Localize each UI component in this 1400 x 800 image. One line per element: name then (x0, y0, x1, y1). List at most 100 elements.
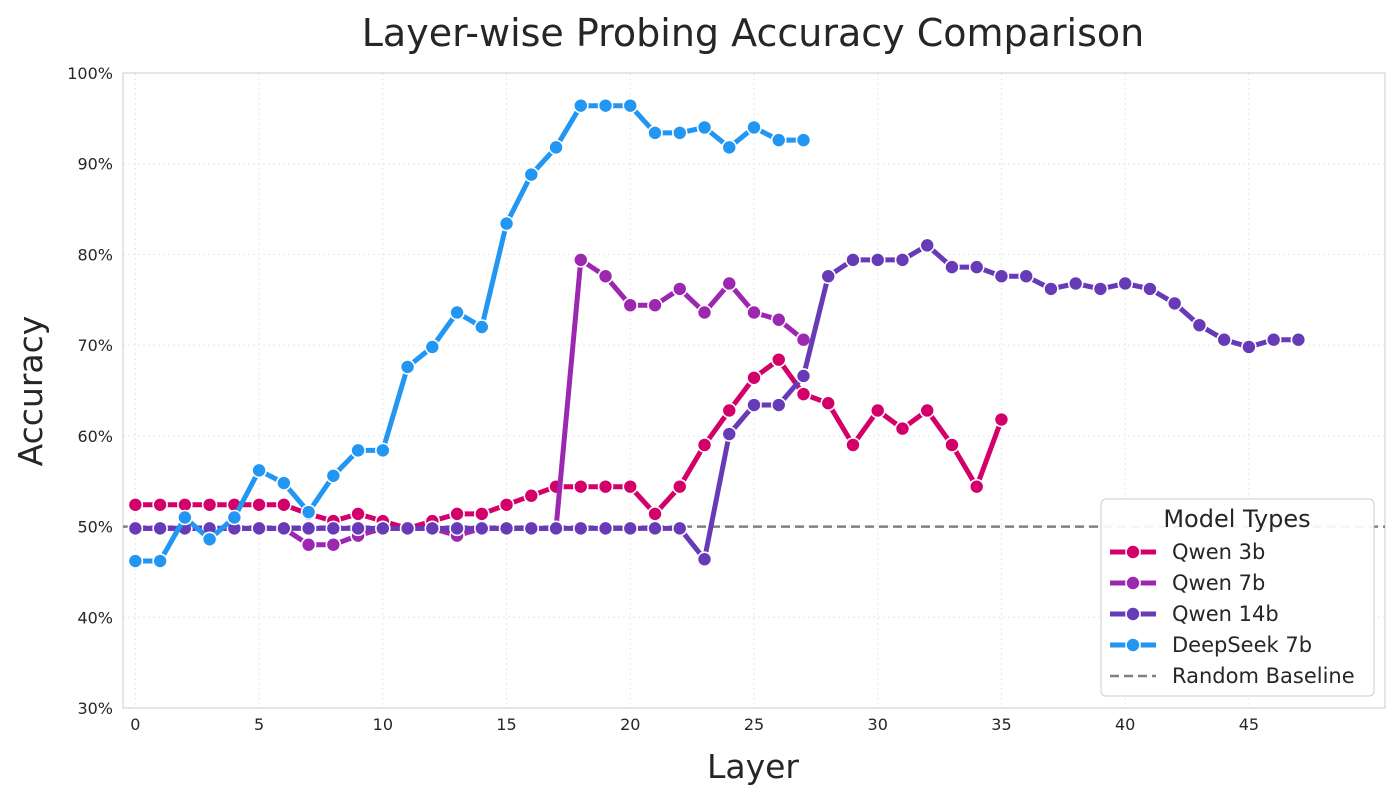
data-point (647, 506, 663, 522)
data-point (1166, 295, 1183, 312)
data-point (375, 520, 391, 537)
data-point (498, 215, 515, 232)
data-point (548, 139, 564, 156)
data-point (152, 520, 168, 537)
data-point (795, 132, 812, 148)
legend-label: Qwen 3b (1172, 540, 1265, 564)
data-point (944, 437, 960, 453)
data-point (770, 397, 787, 413)
data-point (696, 551, 713, 568)
data-point (919, 402, 936, 419)
legend-label: Qwen 7b (1172, 571, 1265, 595)
data-point (350, 442, 366, 459)
x-tick-label: 0 (130, 715, 140, 734)
data-point (770, 311, 787, 328)
data-point (993, 411, 1010, 428)
data-point (300, 536, 317, 553)
legend-label: Random Baseline (1172, 664, 1355, 688)
data-point (474, 520, 490, 537)
data-point (424, 520, 441, 537)
data-point (894, 252, 911, 268)
data-point (325, 467, 342, 484)
data-point (770, 351, 787, 368)
y-tick-label: 90% (77, 155, 113, 174)
data-point (127, 520, 144, 537)
data-point (399, 359, 416, 375)
data-point (1142, 281, 1158, 297)
data-point (1265, 331, 1282, 348)
x-tick-label: 15 (496, 715, 516, 734)
x-tick-label: 35 (991, 715, 1011, 734)
data-point (746, 369, 762, 386)
data-point (251, 462, 267, 479)
data-point (696, 119, 713, 136)
data-point (746, 397, 762, 413)
x-tick-label: 25 (744, 715, 764, 734)
data-point (177, 496, 193, 513)
legend-item: Qwen 7b (1110, 571, 1265, 595)
y-tick-label: 60% (77, 427, 113, 446)
data-point (845, 252, 861, 268)
data-point (820, 268, 837, 285)
data-point (696, 304, 713, 321)
data-point (993, 268, 1010, 285)
series-qwen-14b (127, 237, 1307, 568)
legend-box (1100, 498, 1375, 697)
data-point (523, 520, 540, 537)
series-deepseek-7b (127, 97, 812, 569)
data-point (721, 275, 738, 292)
data-point (201, 496, 218, 513)
data-point (622, 97, 639, 114)
legend-item: Qwen 14b (1110, 602, 1279, 626)
data-point (1092, 281, 1109, 297)
legend-swatch-marker (1125, 575, 1141, 591)
legend-item-baseline: Random Baseline (1110, 664, 1355, 688)
data-point (721, 402, 738, 419)
data-point (127, 553, 144, 569)
data-point (597, 268, 614, 285)
data-point (721, 426, 738, 442)
data-point (572, 520, 589, 537)
data-point (944, 259, 960, 275)
data-point (671, 520, 688, 537)
data-point (622, 478, 639, 495)
data-point (820, 395, 837, 412)
x-tick-label: 40 (1115, 715, 1135, 734)
legend-item: Qwen 3b (1110, 540, 1265, 564)
data-point (869, 402, 886, 419)
y-tick-label: 100% (67, 64, 113, 83)
data-point (671, 478, 688, 495)
y-tick-label: 70% (77, 336, 113, 355)
data-point (251, 496, 267, 513)
data-point (152, 496, 168, 513)
data-point (127, 496, 144, 513)
legend-label: DeepSeek 7b (1172, 633, 1312, 657)
data-point (498, 496, 515, 513)
legend-label: Qwen 14b (1172, 602, 1279, 626)
data-point (325, 536, 342, 553)
data-point (1067, 275, 1084, 292)
data-point (622, 520, 639, 537)
data-point (919, 237, 936, 254)
data-point (523, 487, 540, 504)
x-tick-label: 30 (868, 715, 888, 734)
data-point (671, 125, 688, 141)
data-point (894, 420, 911, 437)
legend-item: DeepSeek 7b (1110, 633, 1312, 657)
x-axis-label: Layer (707, 747, 799, 786)
data-point (201, 531, 218, 548)
data-point (696, 437, 713, 453)
data-point (152, 553, 168, 569)
data-point (597, 478, 614, 495)
data-point (177, 509, 193, 526)
x-tick-label: 10 (373, 715, 393, 734)
y-tick-label: 80% (77, 245, 113, 264)
legend-swatch-marker (1125, 544, 1141, 560)
data-point (968, 478, 985, 495)
legend: Model Types Qwen 3b Qwen 7b Qwen 14b DeepSe… (1100, 498, 1375, 697)
y-tick-labels: 30% 40% 50% 60% 70% 80% 90% 100% (67, 64, 113, 718)
data-point (449, 506, 465, 522)
y-axis-label: Accuracy (11, 316, 50, 467)
data-point (276, 475, 292, 491)
